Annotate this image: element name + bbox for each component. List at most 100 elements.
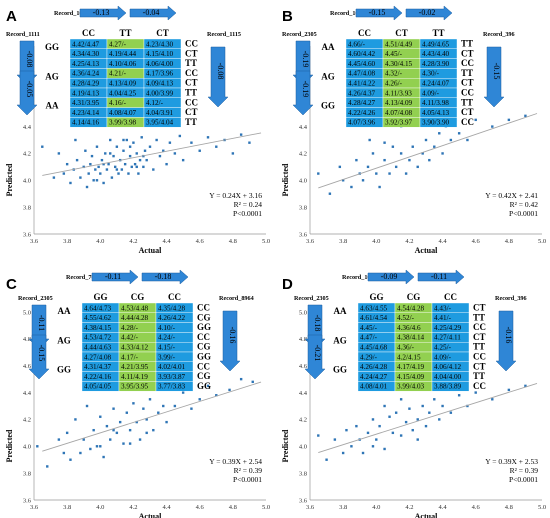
data-point xyxy=(383,158,386,162)
data-point xyxy=(135,420,138,424)
table-cell-value: 4.36/4.6 xyxy=(397,324,421,332)
data-point xyxy=(394,411,398,414)
y-tick-label: 4.6 xyxy=(23,363,32,370)
table-cell-value: 4.07/3.96 xyxy=(348,119,376,127)
y-tick-label: 3.6 xyxy=(23,231,32,238)
data-point xyxy=(158,154,162,158)
table-cell-value: 4.66/- xyxy=(348,40,366,48)
p-value: P<0.0001 xyxy=(509,475,538,484)
row-genotype: CG xyxy=(197,312,211,322)
row-genotype: CC xyxy=(473,352,486,362)
column-header: CC xyxy=(358,28,371,38)
row-genotype: CT xyxy=(461,48,474,58)
y-tick-label: 4.2 xyxy=(23,151,31,158)
r-squared: R² = 0.24 xyxy=(234,200,263,209)
table-cell-value: 4.08/4.01 xyxy=(360,383,388,391)
data-point xyxy=(157,411,160,414)
data-point xyxy=(57,152,61,155)
row-group-label: AG xyxy=(321,71,335,81)
data-point xyxy=(411,145,414,148)
right-arrow xyxy=(207,46,229,108)
table-cell-value: 3.99/- xyxy=(158,353,176,361)
data-point xyxy=(239,133,243,136)
y-tick-label: 4.6 xyxy=(299,363,308,370)
panel-a: A 3.6 3.8 4.0 4.2 4.4 4.6 4.8 5.0 3.6 3.8 4.0 4.2 4.… xyxy=(0,0,272,256)
table-cell-value: 4.36/4.24 xyxy=(72,70,100,78)
left-arrow-value: -0.19 xyxy=(301,51,310,68)
data-point xyxy=(65,431,69,435)
table-cell-value: 4.53/4.72 xyxy=(84,334,112,342)
row-genotype: CC xyxy=(197,332,210,342)
row-genotype: TT xyxy=(473,312,485,322)
regression-line xyxy=(318,113,538,189)
data-point xyxy=(132,141,135,144)
row-group-label: GG xyxy=(321,101,335,111)
top-arrow-value: -0.15 xyxy=(369,8,386,17)
data-point xyxy=(424,424,428,428)
data-point xyxy=(102,455,105,459)
y-tick-label: 4.4 xyxy=(299,124,308,131)
y-tick-label: 3.8 xyxy=(299,204,307,211)
data-point xyxy=(85,404,89,408)
data-point xyxy=(399,152,403,155)
left-arrow xyxy=(16,70,38,116)
data-point xyxy=(115,431,119,435)
y-tick-label: 4.2 xyxy=(23,417,31,424)
x-tick-label: 4.2 xyxy=(129,504,137,511)
table-cell-value: 4.28/4.29 xyxy=(72,80,100,88)
data-point xyxy=(383,447,386,451)
table-cell-value: 4.02/4.01 xyxy=(158,363,186,371)
data-point xyxy=(507,388,511,392)
table-cell-value: 4.38/4.14 xyxy=(397,334,425,342)
row-genotype: CG xyxy=(197,342,211,352)
table-cell-value: 4.2/4.15 xyxy=(397,353,421,361)
left-arrow-value: -0.15 xyxy=(37,345,46,362)
p-value: P<0.0001 xyxy=(233,209,262,218)
record-left-label: Record_2305 xyxy=(282,31,317,38)
table-cell-value: 4.26/4.37 xyxy=(348,89,376,97)
x-tick-label: 3.6 xyxy=(30,504,39,511)
data-point xyxy=(162,404,165,408)
y-tick-label: 4.0 xyxy=(23,444,31,451)
data-point xyxy=(94,168,97,171)
x-tick-label: 4.6 xyxy=(196,238,205,245)
panel-svg: 3.63.84.04.24.44.64.85.03.63.84.04.24.44… xyxy=(281,5,546,255)
y-tick-label: 3.8 xyxy=(299,470,307,477)
x-tick-label: 4.8 xyxy=(505,238,513,245)
column-header: CG xyxy=(131,292,145,302)
data-point xyxy=(128,145,132,148)
table-cell-value: 4.21/3.95 xyxy=(121,363,149,371)
row-genotype: CC xyxy=(197,303,210,313)
data-point xyxy=(355,158,358,162)
table-cell-value: 4.43/4.40 xyxy=(422,50,450,58)
record-left-label: Record_2305 xyxy=(18,295,53,302)
row-genotype: TT xyxy=(185,88,197,98)
y-tick-label: 4.2 xyxy=(299,417,307,424)
data-point xyxy=(69,181,72,185)
table-cell-value: 4.04/3.91 xyxy=(146,109,174,117)
data-point xyxy=(115,145,119,148)
x-tick-label: 3.6 xyxy=(306,504,315,511)
table-cell-value: 4.19/4.44 xyxy=(109,50,137,58)
row-genotype: TT xyxy=(461,39,473,49)
data-point xyxy=(145,158,148,162)
table-cell-value: 4.47/4.08 xyxy=(348,70,376,78)
data-point xyxy=(341,179,345,182)
data-point xyxy=(123,162,127,166)
table-cell-value: 4.09/4.13 xyxy=(146,80,174,88)
table-cell-value: 4.10/- xyxy=(158,324,176,332)
x-tick-label: 4.4 xyxy=(163,504,172,511)
right-arrow-value: -0.08 xyxy=(216,63,225,80)
data-point xyxy=(375,438,378,441)
data-point xyxy=(102,181,105,185)
data-point xyxy=(145,418,148,421)
data-point xyxy=(97,165,100,169)
data-point xyxy=(79,451,82,455)
data-point xyxy=(165,420,168,424)
data-point xyxy=(424,138,428,142)
data-point xyxy=(62,172,66,175)
y-tick-label: 4.0 xyxy=(299,444,307,451)
data-point xyxy=(138,158,142,162)
table-cell-value: 4.44/4.28 xyxy=(121,314,149,322)
